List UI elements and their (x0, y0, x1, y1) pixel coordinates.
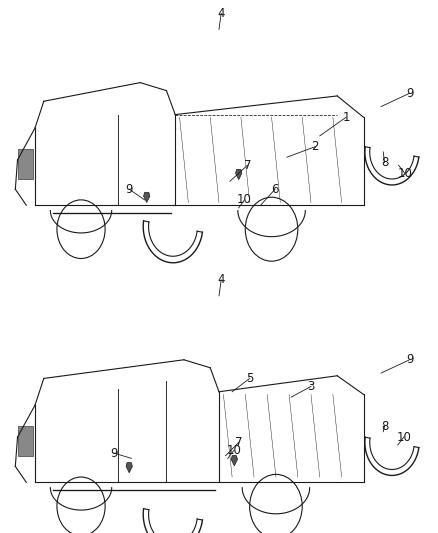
Text: 1: 1 (342, 111, 350, 124)
Text: 4: 4 (217, 273, 225, 286)
Text: 5: 5 (246, 372, 253, 385)
Text: 6: 6 (271, 183, 279, 196)
Text: 9: 9 (406, 353, 413, 366)
Text: 4: 4 (217, 7, 225, 20)
Text: 8: 8 (381, 420, 388, 433)
Text: 9: 9 (110, 447, 118, 459)
Text: 8: 8 (381, 156, 388, 169)
Text: 7: 7 (235, 436, 243, 449)
Bar (18, 149, 33, 179)
Polygon shape (144, 192, 150, 203)
Text: 7: 7 (244, 159, 251, 172)
Text: 3: 3 (307, 380, 314, 393)
Polygon shape (231, 456, 237, 466)
Text: 10: 10 (397, 167, 412, 180)
Polygon shape (126, 463, 132, 473)
Text: 10: 10 (237, 193, 252, 206)
Polygon shape (236, 169, 242, 180)
Text: 10: 10 (226, 444, 241, 457)
Text: 10: 10 (396, 431, 411, 443)
Text: 9: 9 (406, 87, 413, 100)
Bar (18, 426, 33, 456)
Text: 2: 2 (311, 140, 319, 153)
Text: 9: 9 (125, 183, 133, 196)
